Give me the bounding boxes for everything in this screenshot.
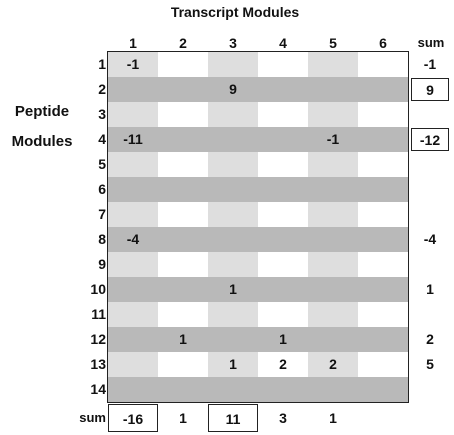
row-band xyxy=(108,277,408,302)
row-sum-value: 9 xyxy=(411,78,449,101)
row-band xyxy=(108,377,408,402)
column-header: 4 xyxy=(279,35,287,51)
column-band xyxy=(208,252,258,277)
row-label: 4 xyxy=(98,131,106,147)
column-band xyxy=(108,102,158,127)
diagram-title: Transcript Modules xyxy=(170,4,300,20)
row-sum-value: 5 xyxy=(426,356,434,372)
row-label: 2 xyxy=(98,81,106,97)
row-sum-value: 1 xyxy=(426,281,434,297)
column-band xyxy=(108,352,158,377)
matrix-cell-value: 1 xyxy=(279,331,287,347)
row-label: 14 xyxy=(90,381,106,397)
matrix-cell-value: 9 xyxy=(229,81,237,97)
matrix-cell-value: 1 xyxy=(229,281,237,297)
column-band xyxy=(308,102,358,127)
row-label: 3 xyxy=(98,106,106,122)
column-sum-value: 1 xyxy=(329,410,337,426)
column-band xyxy=(308,202,358,227)
matrix-cell-value: -4 xyxy=(126,231,140,247)
row-label: 1 xyxy=(98,56,106,72)
column-sum-value: 1 xyxy=(179,410,187,426)
column-band xyxy=(208,352,258,377)
column-band xyxy=(108,202,158,227)
column-band xyxy=(308,352,358,377)
column-band xyxy=(208,52,258,77)
column-header: 1 xyxy=(129,35,137,51)
column-band xyxy=(308,152,358,177)
column-band xyxy=(308,52,358,77)
row-sum-header: sum xyxy=(417,35,445,50)
column-header: 6 xyxy=(379,35,387,51)
column-sum-value: 11 xyxy=(208,404,258,432)
module-matrix-grid: -1 9 -11 -1 -4 1 1 1 1 2 2 xyxy=(107,51,409,403)
column-band xyxy=(108,302,158,327)
row-band xyxy=(108,77,408,102)
row-label: 8 xyxy=(98,231,106,247)
matrix-cell-value: 2 xyxy=(279,356,287,372)
matrix-cell-value: 1 xyxy=(229,356,237,372)
row-label: 6 xyxy=(98,181,106,197)
row-band xyxy=(108,177,408,202)
column-band xyxy=(208,202,258,227)
row-sum-value: -4 xyxy=(423,231,437,247)
row-axis-label-line2: Modules xyxy=(11,133,73,150)
row-band xyxy=(108,327,408,352)
row-sum-value: -1 xyxy=(423,56,437,72)
matrix-cell-value: 1 xyxy=(179,331,187,347)
column-header: 2 xyxy=(179,35,187,51)
row-label: 13 xyxy=(90,356,106,372)
column-sum-label: sum xyxy=(79,410,106,425)
matrix-cell-value: 2 xyxy=(329,356,337,372)
matrix-cell-value: -1 xyxy=(126,56,140,72)
row-axis-label-line1: Peptide xyxy=(14,103,70,120)
row-band xyxy=(108,227,408,252)
column-header: 5 xyxy=(329,35,337,51)
row-sum-value: 2 xyxy=(426,331,434,347)
column-band xyxy=(208,152,258,177)
row-sum-value: -12 xyxy=(411,128,449,151)
column-band xyxy=(108,152,158,177)
column-sum-value: -16 xyxy=(108,404,158,432)
row-label: 9 xyxy=(98,256,106,272)
column-header: 3 xyxy=(229,35,237,51)
column-band xyxy=(108,252,158,277)
row-band xyxy=(108,127,408,152)
column-band xyxy=(108,52,158,77)
column-sum-value: 3 xyxy=(279,410,287,426)
column-band xyxy=(308,302,358,327)
column-band xyxy=(208,102,258,127)
row-label: 5 xyxy=(98,156,106,172)
row-label: 7 xyxy=(98,206,106,222)
row-label: 10 xyxy=(90,281,106,297)
row-label: 12 xyxy=(90,331,106,347)
row-label: 11 xyxy=(91,306,106,322)
column-band xyxy=(308,252,358,277)
column-band xyxy=(208,302,258,327)
matrix-cell-value: -1 xyxy=(326,131,340,147)
matrix-cell-value: -11 xyxy=(123,131,143,147)
